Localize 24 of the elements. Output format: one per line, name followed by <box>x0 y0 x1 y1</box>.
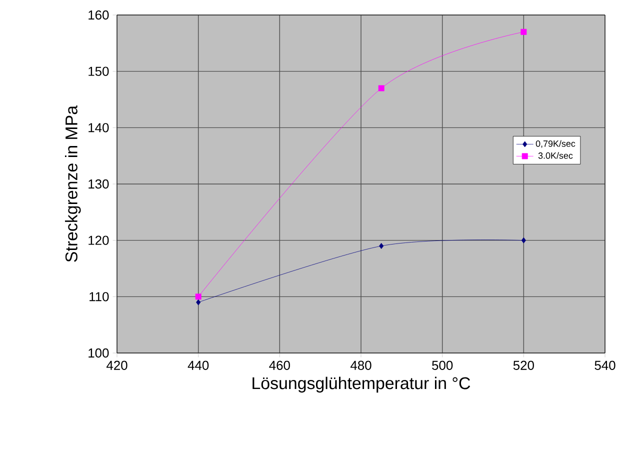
y-tick-label: 150 <box>88 66 109 76</box>
y-tick-label: 130 <box>88 179 109 189</box>
x-tick-label: 540 <box>594 360 616 370</box>
y-tick-label: 110 <box>90 292 109 302</box>
x-tick-label: 500 <box>432 360 453 370</box>
y-axis-title: Streckgrenze in MPa <box>65 105 81 262</box>
x-tick-label: 480 <box>350 360 372 370</box>
legend-label: 0,79K/sec <box>536 140 576 148</box>
point <box>378 85 384 92</box>
y-tick-label: 100 <box>88 348 109 358</box>
x-tick-label: 440 <box>188 360 209 370</box>
point <box>379 242 384 249</box>
x-tick-label: 420 <box>106 360 128 370</box>
y-tick-label: 140 <box>88 123 109 132</box>
y-tick-label: 160 <box>88 10 109 20</box>
point <box>520 28 527 35</box>
point <box>521 237 526 244</box>
legend-label: 3.0K/sec <box>538 152 573 159</box>
point <box>195 294 202 300</box>
point <box>196 299 201 306</box>
x-axis-title: Lösungsglühtemperatur in °C <box>252 376 470 393</box>
y-tick-label: 120 <box>88 236 109 245</box>
x-tick-label: 520 <box>513 360 534 370</box>
x-tick-label: 460 <box>269 360 290 370</box>
